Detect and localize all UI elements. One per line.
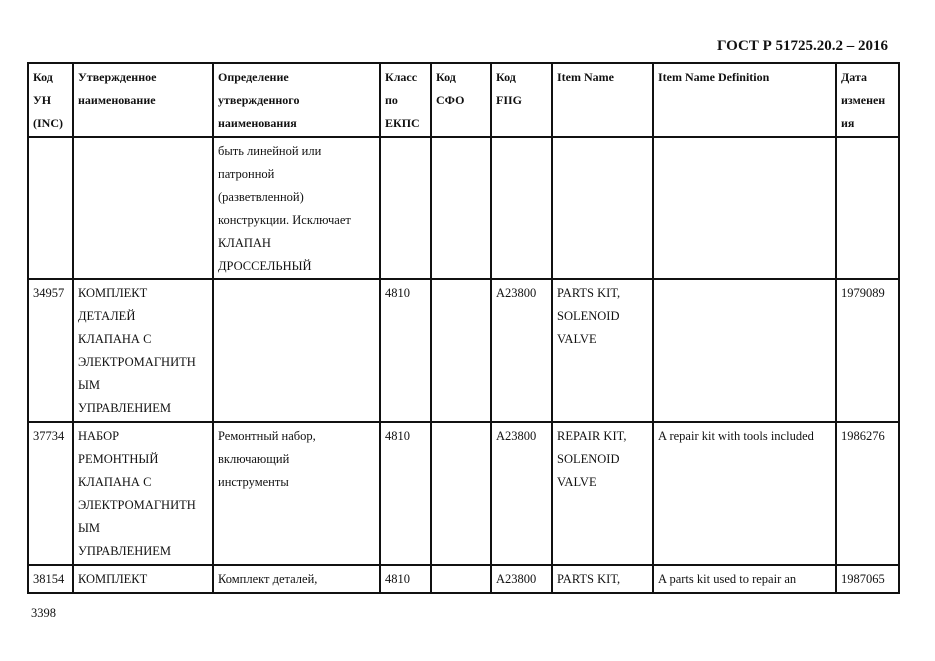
- table-cell: [430, 421, 492, 566]
- table-cell: Ремонтный набор, включающий инструменты: [212, 421, 381, 566]
- table-cell: 34957: [27, 278, 74, 423]
- table-cell: A23800: [490, 421, 553, 566]
- table-cell: 1987065: [835, 564, 900, 594]
- column-header: Item Name Definition: [652, 62, 837, 138]
- table-cell: PARTS KIT,: [551, 564, 654, 594]
- column-header: Код FIIG: [490, 62, 553, 138]
- table-cell: 4810: [379, 278, 432, 423]
- table-cell: [212, 278, 381, 423]
- table-cell: 38154: [27, 564, 74, 594]
- column-header: Item Name: [551, 62, 654, 138]
- table-cell: A23800: [490, 278, 553, 423]
- table-cell: [652, 278, 837, 423]
- catalog-table: Код УН (INC) Утвержденное наименование Опр…: [27, 62, 900, 594]
- column-header: Утвержденное наименование: [72, 62, 214, 138]
- table-cell: [379, 136, 432, 280]
- table-cell: A parts kit used to repair an: [652, 564, 837, 594]
- table-cell: Комплект деталей,: [212, 564, 381, 594]
- table-cell: 4810: [379, 564, 432, 594]
- page-number: 3398: [31, 606, 56, 620]
- table-cell: [27, 136, 74, 280]
- table-cell: [835, 136, 900, 280]
- column-header: Код УН (INC): [27, 62, 74, 138]
- table-cell: 1979089: [835, 278, 900, 423]
- table-row: быть линейной или патронной (разветвленн…: [27, 136, 900, 280]
- table-cell: [430, 564, 492, 594]
- table-cell: 4810: [379, 421, 432, 566]
- column-header: Определение утвержденного наименования: [212, 62, 381, 138]
- column-header: Код СФО: [430, 62, 492, 138]
- table-row: 37734 НАБОР РЕМОНТНЫЙ КЛАПАНА С ЭЛЕКТРОМА…: [27, 421, 900, 566]
- table-cell: PARTS KIT, SOLENOID VALVE: [551, 278, 654, 423]
- table-header-row: Код УН (INC) Утвержденное наименование Опр…: [27, 62, 900, 138]
- table-cell: [430, 278, 492, 423]
- table-cell: [72, 136, 214, 280]
- table-cell: A repair kit with tools included: [652, 421, 837, 566]
- table-cell: НАБОР РЕМОНТНЫЙ КЛАПАНА С ЭЛЕКТРОМАГНИТН…: [72, 421, 214, 566]
- table-cell: 1986276: [835, 421, 900, 566]
- table-cell: [490, 136, 553, 280]
- table-cell: REPAIR KIT, SOLENOID VALVE: [551, 421, 654, 566]
- table-cell: КОМПЛЕКТ ДЕТАЛЕЙ КЛАПАНА С ЭЛЕКТРОМАГНИТ…: [72, 278, 214, 423]
- table-cell: [430, 136, 492, 280]
- table-cell: [652, 136, 837, 280]
- table-cell: [551, 136, 654, 280]
- table-row: 38154 КОМПЛЕКТ Комплект деталей, 4810 A23800…: [27, 564, 900, 594]
- column-header: Дата изменен ия: [835, 62, 900, 138]
- table-row: 34957 КОМПЛЕКТ ДЕТАЛЕЙ КЛАПАНА С ЭЛЕКТРОМ…: [27, 278, 900, 423]
- table-cell: 37734: [27, 421, 74, 566]
- table-cell: быть линейной или патронной (разветвленн…: [212, 136, 381, 280]
- table-cell: A23800: [490, 564, 553, 594]
- document-title: ГОСТ Р 51725.20.2 – 2016: [716, 38, 888, 54]
- table-cell: КОМПЛЕКТ: [72, 564, 214, 594]
- column-header: Класс по ЕКПС: [379, 62, 432, 138]
